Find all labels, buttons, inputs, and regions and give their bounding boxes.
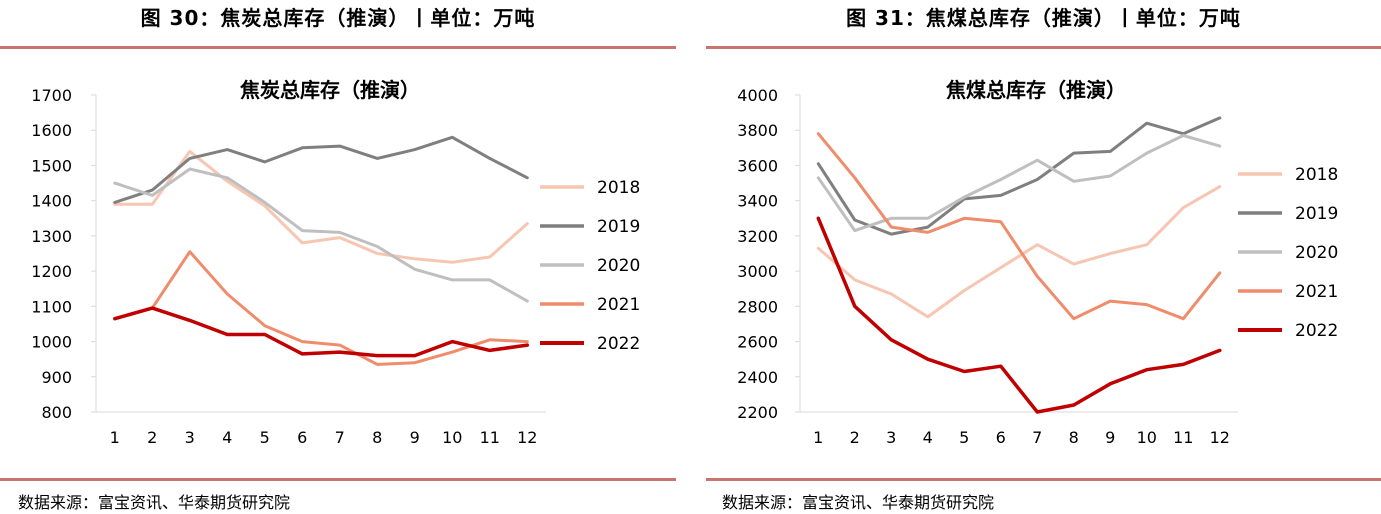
x-tick-label: 4 [222, 428, 232, 447]
x-tick-label: 5 [260, 428, 270, 447]
y-tick-label: 1300 [31, 227, 72, 246]
y-tick-label: 2400 [737, 368, 778, 387]
y-tick-label: 3200 [737, 227, 778, 246]
y-tick-label: 1400 [31, 192, 72, 211]
x-tick-label: 11 [480, 428, 500, 447]
x-tick-label: 7 [1032, 428, 1042, 447]
y-tick-label: 1100 [31, 297, 72, 316]
figure-31-source: 数据来源：富宝资讯、华泰期货研究院 [722, 493, 995, 512]
y-tick-label: 3400 [737, 192, 778, 211]
x-tick-label: 11 [1173, 428, 1193, 447]
legend-label-2021: 2021 [597, 295, 640, 315]
figure-30-title: 图 30：焦炭总库存（推演）丨单位：万吨 [140, 6, 536, 30]
y-tick-label: 1700 [31, 86, 72, 105]
x-tick-label: 8 [1069, 428, 1079, 447]
y-tick-label: 1600 [31, 121, 72, 140]
x-tick-label: 3 [185, 428, 195, 447]
x-tick-label: 4 [923, 428, 933, 447]
x-tick-label: 12 [1210, 428, 1230, 447]
chart-title: 焦炭总库存（推演） [240, 78, 420, 102]
series-line-2018 [816, 185, 1222, 319]
series-line-2018 [113, 149, 529, 264]
x-tick-label: 1 [110, 428, 120, 447]
top-rule [0, 46, 676, 49]
coke-inventory-chart: 焦炭总库存（推演） 800 900 1000 1100 1200 1300 1400 1500 1… [31, 78, 640, 447]
figure-31: 图 31：焦煤总库存（推演）丨单位：万吨 焦煤总库存（推演） 2200 2400 26… [706, 0, 1381, 514]
x-tick-label: 7 [335, 428, 345, 447]
series-line-2021 [816, 132, 1222, 321]
legend-label-2022: 2022 [1295, 321, 1338, 341]
figure-30: 图 30：焦炭总库存（推演）丨单位：万吨 焦炭总库存（推演） 800 900 1000… [0, 0, 676, 514]
series-line-2020 [113, 167, 529, 303]
figure-31-title: 图 31：焦煤总库存（推演）丨单位：万吨 [846, 6, 1241, 30]
legend-label-2022: 2022 [597, 334, 640, 354]
legend-label-2020: 2020 [597, 256, 640, 276]
figure-30-source: 数据来源：富宝资讯、华泰期货研究院 [18, 493, 291, 512]
legend-label-2019: 2019 [1295, 204, 1338, 224]
x-tick-label: 2 [147, 428, 157, 447]
legend-label-2021: 2021 [1295, 282, 1338, 302]
y-tick-label: 3600 [737, 156, 778, 175]
x-tick-label: 3 [886, 428, 896, 447]
x-tick-label: 8 [372, 428, 382, 447]
x-tick-label: 10 [442, 428, 462, 447]
x-tick-label: 9 [410, 428, 420, 447]
series-line-2021 [113, 250, 529, 366]
legend-label-2019: 2019 [597, 217, 640, 237]
legend-label-2020: 2020 [1295, 243, 1338, 263]
y-tick-label: 900 [41, 368, 72, 387]
x-tick-label: 5 [959, 428, 969, 447]
series-line-2020 [816, 134, 1222, 233]
x-tick-label: 12 [517, 428, 537, 447]
x-tick-label: 10 [1137, 428, 1157, 447]
series-line-2022 [113, 306, 530, 358]
legend-label-2018: 2018 [597, 178, 640, 198]
x-tick-label: 6 [996, 428, 1006, 447]
y-tick-label: 2200 [737, 403, 778, 422]
x-tick-label: 2 [850, 428, 860, 447]
series-line-2019 [113, 135, 529, 204]
top-rule [706, 46, 1381, 49]
y-tick-label: 800 [41, 403, 72, 422]
series-line-2022 [816, 216, 1222, 414]
y-tick-label: 2600 [737, 333, 778, 352]
y-tick-label: 3800 [737, 121, 778, 140]
y-tick-label: 1200 [31, 262, 72, 281]
y-tick-label: 3000 [737, 262, 778, 281]
x-tick-label: 1 [813, 428, 823, 447]
x-tick-label: 6 [297, 428, 307, 447]
bottom-rule [706, 478, 1381, 481]
y-tick-label: 1000 [31, 333, 72, 352]
bottom-rule [0, 478, 676, 481]
y-tick-label: 4000 [737, 86, 778, 105]
y-tick-label: 2800 [737, 297, 778, 316]
series-line-2019 [816, 116, 1222, 236]
y-tick-label: 1500 [31, 156, 72, 175]
chart-title: 焦煤总库存（推演） [946, 78, 1126, 102]
legend-label-2018: 2018 [1295, 165, 1338, 185]
x-tick-label: 9 [1105, 428, 1115, 447]
coking-coal-inventory-chart: 焦煤总库存（推演） 2200 2400 2600 2800 3000 3200 3400 360… [737, 78, 1338, 447]
